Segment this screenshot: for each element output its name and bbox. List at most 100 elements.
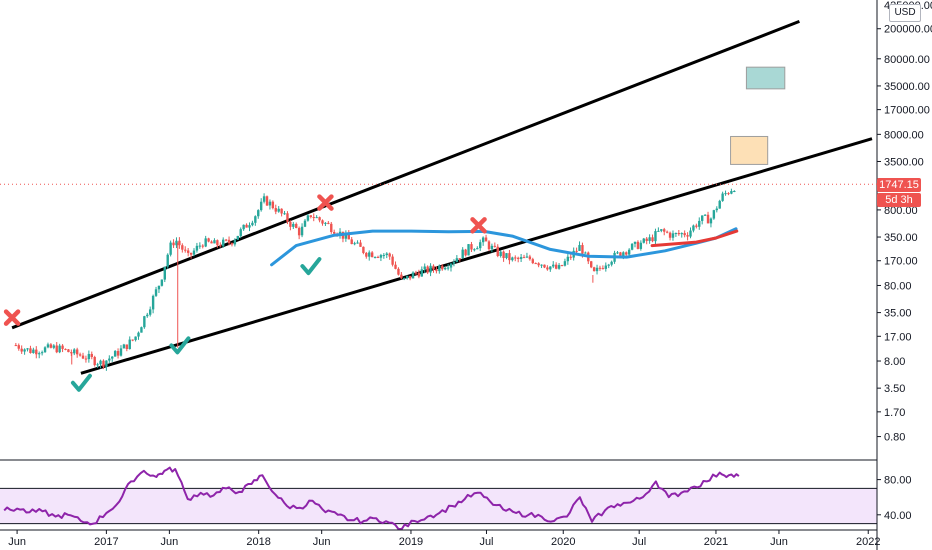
candle-body	[709, 218, 713, 224]
last-price-tag: 1747.15	[877, 178, 921, 192]
candle-body	[692, 225, 695, 231]
candle-body	[552, 264, 555, 267]
candle-body	[254, 216, 257, 223]
candle-body	[78, 354, 82, 356]
candle-body	[633, 241, 637, 244]
candle-body	[347, 233, 350, 240]
candle-body	[625, 252, 628, 255]
y-tick-label: 80000.00	[884, 54, 930, 66]
y-tick-label: 170.00	[884, 256, 918, 268]
candle-body	[604, 265, 608, 269]
candle-body	[222, 239, 225, 247]
y-tick-label: 17.00	[884, 331, 912, 343]
candle-body	[20, 348, 23, 352]
cross-marker-icon	[470, 217, 487, 234]
candle-body	[122, 344, 126, 349]
candle-body	[476, 248, 479, 250]
candle-body	[610, 261, 613, 265]
candle-body	[189, 252, 193, 255]
candle-body	[519, 257, 523, 259]
candle-body	[406, 275, 409, 278]
candle-body	[315, 217, 318, 219]
candle-body	[508, 253, 511, 261]
candle-body	[251, 222, 254, 226]
candle-body	[111, 356, 114, 359]
candle-body	[318, 217, 321, 221]
candle-body	[277, 208, 280, 212]
candle-body	[721, 193, 724, 201]
candle-body	[178, 240, 181, 246]
candle-body	[622, 252, 625, 257]
candle-body	[619, 252, 622, 257]
currency-label[interactable]: USD	[889, 4, 921, 22]
candle-body	[332, 231, 336, 234]
candle-body	[636, 241, 640, 249]
candle-body	[493, 245, 497, 247]
candle-body	[295, 223, 298, 228]
candle-body	[169, 242, 172, 255]
y-tick-label: 1.70	[884, 407, 905, 419]
candle-body	[99, 360, 102, 365]
candle-body	[160, 279, 164, 286]
candle-body	[330, 223, 333, 232]
candle-body	[239, 229, 242, 236]
candle-body	[657, 230, 660, 232]
candle-body	[230, 243, 234, 245]
candle-body	[379, 255, 383, 258]
candle-body	[271, 201, 275, 209]
candle-body	[242, 224, 245, 230]
candle-body	[706, 214, 710, 224]
candle-body	[601, 268, 605, 270]
candle-body	[417, 272, 421, 277]
candle-body	[359, 242, 362, 247]
candle-body	[163, 266, 166, 280]
candle-body	[595, 267, 599, 272]
candle-body	[26, 348, 29, 350]
candle-body	[639, 242, 643, 249]
candle-body	[213, 240, 216, 244]
candle-body	[481, 237, 485, 243]
candle-body	[651, 237, 654, 242]
candle-body	[668, 232, 672, 238]
candle-body	[67, 349, 70, 353]
candle-body	[452, 261, 456, 264]
candle-body	[40, 352, 44, 354]
x-tick-label: Jun	[770, 536, 788, 548]
moving-average-blue	[270, 227, 738, 267]
candle-body	[487, 241, 491, 250]
candle-body	[210, 241, 213, 244]
candle-body	[233, 239, 237, 245]
candle-body	[441, 265, 444, 270]
candle-body	[680, 233, 683, 235]
candle-body	[446, 267, 450, 269]
candle-body	[464, 249, 467, 256]
candle-body	[356, 242, 359, 244]
candle-body	[549, 266, 552, 270]
y-tick-label: 350.00	[884, 232, 918, 244]
oscillator-pane	[0, 466, 877, 530]
candle-body	[327, 222, 330, 224]
candle-body	[324, 222, 327, 224]
candle-body	[715, 208, 718, 211]
candle-body	[87, 353, 91, 360]
candle-body	[499, 251, 502, 256]
candle-body	[224, 239, 228, 241]
candle-body	[108, 358, 111, 361]
candle-body	[414, 272, 418, 274]
candle-body	[192, 250, 196, 255]
candle-body	[105, 360, 108, 367]
candle-body	[201, 245, 204, 247]
candle-body	[306, 215, 310, 221]
candle-body	[23, 349, 26, 352]
candle-body	[563, 261, 567, 266]
candle-body	[522, 257, 526, 259]
candle-body	[198, 245, 202, 247]
candle-body	[184, 249, 187, 251]
oscillator-band	[0, 488, 877, 524]
candle-body	[29, 348, 32, 354]
candle-body	[362, 246, 365, 253]
candle-body	[148, 309, 152, 315]
candle-body	[627, 249, 631, 255]
candle-body	[131, 339, 134, 341]
